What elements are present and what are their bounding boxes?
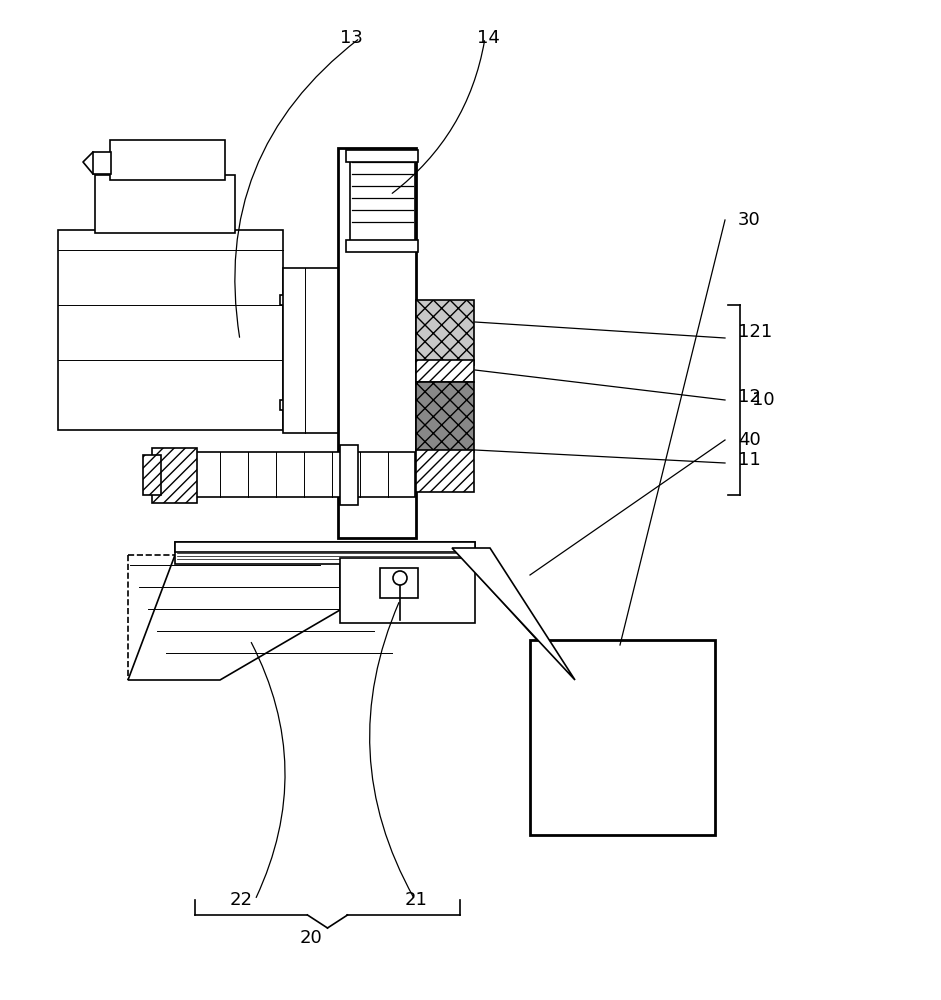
Text: 13: 13 (340, 29, 363, 47)
Bar (93, 152, 111, 174)
Bar (110, 140, 225, 180)
Bar (346, 150, 418, 162)
Bar (416, 300, 474, 365)
Bar (195, 452, 415, 497)
Bar (175, 542, 475, 552)
Bar (350, 152, 415, 242)
Text: 12: 12 (738, 388, 761, 406)
Bar (346, 240, 418, 252)
Text: 30: 30 (738, 211, 760, 229)
Bar (152, 448, 197, 503)
Circle shape (64, 310, 80, 326)
Bar (338, 148, 416, 538)
Text: 11: 11 (738, 451, 760, 469)
Bar (416, 360, 474, 382)
Text: 10: 10 (752, 391, 774, 409)
Text: 121: 121 (738, 323, 773, 341)
Bar (175, 542, 475, 564)
Bar (280, 400, 292, 410)
Bar (283, 268, 343, 433)
Bar (380, 568, 418, 598)
Bar (530, 640, 715, 835)
Text: 20: 20 (300, 929, 323, 947)
Bar (143, 455, 161, 495)
Text: 14: 14 (477, 29, 500, 47)
Text: 40: 40 (738, 431, 760, 449)
Bar (416, 382, 474, 452)
Polygon shape (128, 555, 340, 680)
Polygon shape (452, 548, 575, 680)
Bar (416, 450, 474, 492)
Circle shape (393, 571, 407, 585)
Bar (340, 445, 358, 505)
Text: 22: 22 (230, 891, 253, 909)
Text: 21: 21 (405, 891, 428, 909)
Bar (340, 558, 475, 623)
Bar (58, 230, 283, 430)
Bar (280, 295, 292, 305)
Bar (95, 175, 235, 233)
